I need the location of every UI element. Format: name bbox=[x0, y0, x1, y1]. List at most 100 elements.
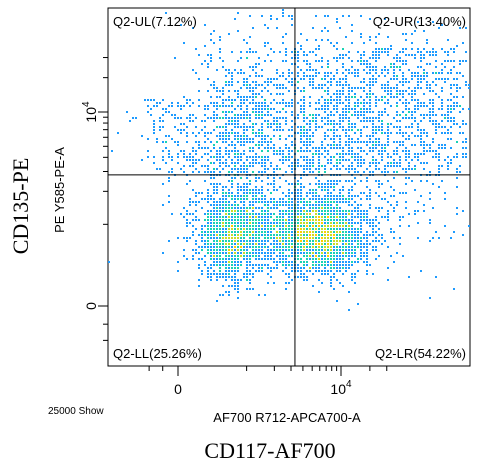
event-dot bbox=[213, 255, 215, 257]
event-dot bbox=[300, 90, 302, 92]
event-dot bbox=[375, 246, 377, 248]
event-dot bbox=[237, 207, 239, 209]
event-dot bbox=[339, 267, 341, 269]
event-dot bbox=[432, 81, 434, 83]
event-dot bbox=[414, 120, 416, 122]
event-dot bbox=[255, 270, 257, 272]
event-dot bbox=[348, 69, 350, 71]
event-dot bbox=[351, 261, 353, 263]
event-dot bbox=[429, 147, 431, 149]
event-dot bbox=[279, 186, 281, 188]
event-dot bbox=[180, 213, 182, 215]
event-dot bbox=[276, 204, 278, 206]
event-dot bbox=[387, 69, 389, 71]
event-dot bbox=[351, 186, 353, 188]
event-dot bbox=[192, 114, 194, 116]
event-dot bbox=[249, 117, 251, 119]
event-dot bbox=[405, 183, 407, 185]
event-dot bbox=[345, 168, 347, 170]
event-dot bbox=[228, 204, 230, 206]
event-dot bbox=[243, 144, 245, 146]
event-dot bbox=[309, 51, 311, 53]
event-dot bbox=[213, 114, 215, 116]
event-dot bbox=[225, 192, 227, 194]
event-dot bbox=[336, 60, 338, 62]
event-dot bbox=[375, 144, 377, 146]
event-dot bbox=[273, 237, 275, 239]
event-dot bbox=[282, 102, 284, 104]
event-dot bbox=[372, 75, 374, 77]
event-dot bbox=[423, 114, 425, 116]
event-dot bbox=[243, 249, 245, 251]
event-dot bbox=[228, 117, 230, 119]
event-dot bbox=[228, 33, 230, 35]
event-dot bbox=[405, 153, 407, 155]
event-dot bbox=[384, 102, 386, 104]
event-dot bbox=[252, 99, 254, 101]
event-dot bbox=[357, 261, 359, 263]
event-dot bbox=[228, 84, 230, 86]
event-dot bbox=[183, 153, 185, 155]
event-dot bbox=[360, 81, 362, 83]
event-dot bbox=[375, 258, 377, 260]
event-dot bbox=[390, 123, 392, 125]
event-dot bbox=[270, 237, 272, 239]
event-dot bbox=[315, 129, 317, 131]
event-dot bbox=[246, 105, 248, 107]
event-dot bbox=[153, 126, 155, 128]
event-dot bbox=[324, 228, 326, 230]
event-dot bbox=[363, 90, 365, 92]
event-dot bbox=[252, 129, 254, 131]
event-dot bbox=[405, 159, 407, 161]
event-dot bbox=[249, 222, 251, 224]
event-dot bbox=[234, 285, 236, 287]
event-dot bbox=[327, 246, 329, 248]
event-dot bbox=[252, 102, 254, 104]
event-dot bbox=[387, 54, 389, 56]
event-dot bbox=[429, 87, 431, 89]
event-dot bbox=[282, 204, 284, 206]
event-dot bbox=[333, 132, 335, 134]
event-dot bbox=[300, 150, 302, 152]
event-dot bbox=[207, 105, 209, 107]
event-dot bbox=[288, 15, 290, 17]
event-dot bbox=[261, 159, 263, 161]
event-dot bbox=[366, 180, 368, 182]
event-dot bbox=[390, 132, 392, 134]
event-dot bbox=[219, 39, 221, 41]
event-dot bbox=[366, 222, 368, 224]
event-dot bbox=[267, 105, 269, 107]
event-dot bbox=[456, 186, 458, 188]
event-dot bbox=[375, 240, 377, 242]
event-dot bbox=[321, 153, 323, 155]
event-dot bbox=[243, 210, 245, 212]
event-dot bbox=[351, 225, 353, 227]
event-dot bbox=[282, 246, 284, 248]
event-dot bbox=[303, 243, 305, 245]
event-dot bbox=[366, 273, 368, 275]
event-dot bbox=[249, 204, 251, 206]
event-dot bbox=[381, 216, 383, 218]
event-dot bbox=[249, 255, 251, 257]
event-dot bbox=[336, 129, 338, 131]
event-dot bbox=[369, 66, 371, 68]
event-dot bbox=[396, 204, 398, 206]
event-dot bbox=[321, 30, 323, 32]
event-dot bbox=[336, 108, 338, 110]
event-dot bbox=[336, 249, 338, 251]
event-dot bbox=[210, 198, 212, 200]
event-dot bbox=[360, 60, 362, 62]
event-dot bbox=[237, 114, 239, 116]
event-dot bbox=[228, 213, 230, 215]
event-dot bbox=[441, 105, 443, 107]
event-dot bbox=[330, 186, 332, 188]
event-dot bbox=[462, 156, 464, 158]
event-dot bbox=[348, 225, 350, 227]
event-dot bbox=[189, 99, 191, 101]
event-dot bbox=[189, 156, 191, 158]
event-dot bbox=[375, 117, 377, 119]
event-dot bbox=[213, 129, 215, 131]
event-dot bbox=[318, 171, 320, 173]
event-dot bbox=[264, 165, 266, 167]
event-dot bbox=[438, 78, 440, 80]
